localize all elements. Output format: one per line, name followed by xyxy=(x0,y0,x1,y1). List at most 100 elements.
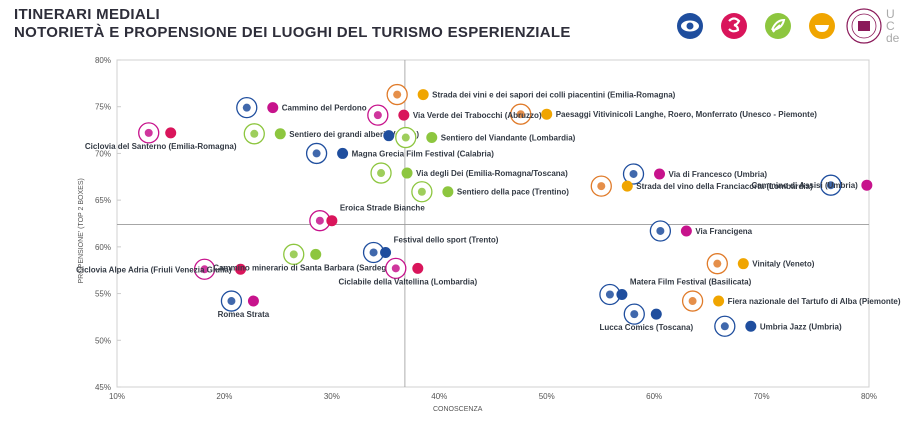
point-badge-inner xyxy=(597,182,606,191)
point-dot[interactable] xyxy=(274,128,286,140)
data-point[interactable]: Vinitaly (Veneto) xyxy=(706,253,815,275)
point-badge-inner xyxy=(393,90,402,99)
x-tick-label: 80% xyxy=(861,392,877,401)
data-point[interactable]: Magna Grecia Film Festival (Calabria) xyxy=(305,142,495,165)
data-point[interactable]: Ciclovia Alpe Adria (Friuli Venezia Giul… xyxy=(76,258,247,280)
point-dot[interactable] xyxy=(417,89,429,101)
data-point[interactable]: Romea Strata xyxy=(218,290,270,319)
y-axis-label: PROPENSIONE' (TOP 2 BOXES) xyxy=(78,178,85,283)
data-label: Festival dello sport (Trento) xyxy=(394,235,499,244)
data-point[interactable] xyxy=(383,130,395,142)
point-badge-inner xyxy=(289,250,298,259)
data-point[interactable]: Strada dei vini e dei sapori dei colli p… xyxy=(386,83,676,106)
point-dot[interactable] xyxy=(680,225,692,237)
point-dot[interactable] xyxy=(621,180,633,192)
data-point[interactable]: Paesaggi Vitivinicoli Langhe, Roero, Mon… xyxy=(510,103,818,125)
point-dot[interactable] xyxy=(861,179,873,191)
data-label: Cammino di Assisi (Umbria) xyxy=(751,181,858,190)
data-point[interactable]: Umbria Jazz (Umbria) xyxy=(714,315,842,337)
page-subtitle: NOTORIETÀ E PROPENSIONE DEI LUOGHI DEL T… xyxy=(14,24,571,41)
data-label: Magna Grecia Film Festival (Calabria) xyxy=(352,149,495,158)
point-dot[interactable] xyxy=(235,263,247,275)
x-tick-label: 20% xyxy=(216,392,232,401)
point-badge-inner xyxy=(401,133,410,142)
point-badge-inner xyxy=(227,297,236,306)
data-point[interactable]: Ciclabile della Valtellina (Lombardia) xyxy=(338,257,477,286)
point-badge-inner xyxy=(373,111,382,120)
point-dot[interactable] xyxy=(401,167,413,179)
data-label: Cammino minerario di Santa Barbara (Sard… xyxy=(213,263,398,272)
y-tick-label: 60% xyxy=(95,243,111,252)
y-tick-label: 80% xyxy=(95,56,111,65)
x-axis-label: CONOSCENZA xyxy=(433,406,483,413)
plot-frame xyxy=(116,59,870,388)
data-label: Cammino del Perdono xyxy=(282,104,367,113)
data-point[interactable]: Lucca Comics (Toscana) xyxy=(599,303,693,332)
logo-text-line1: U xyxy=(886,7,895,21)
data-point[interactable]: Cammino di Assisi (Umbria) xyxy=(751,174,873,196)
data-point[interactable]: Cammino del Perdono xyxy=(236,96,367,119)
data-label: Via Francigena xyxy=(695,227,752,236)
point-dot[interactable] xyxy=(616,289,628,301)
data-label: Fiera nazionale del Tartufo di Alba (Pie… xyxy=(728,297,901,306)
point-dot[interactable] xyxy=(310,248,322,260)
data-point[interactable]: Sentiero della pace (Trentino) xyxy=(411,181,569,203)
point-dot[interactable] xyxy=(326,215,338,227)
y-tick-label: 75% xyxy=(95,103,111,112)
data-label: Vinitaly (Veneto) xyxy=(752,260,814,269)
point-dot[interactable] xyxy=(541,108,553,120)
data-point[interactable]: Via Verde dei Trabocchi (Abruzzo) xyxy=(367,104,542,126)
point-dot[interactable] xyxy=(745,320,757,332)
point-badge-inner xyxy=(720,322,729,331)
data-point[interactable]: Festival dello sport (Trento) xyxy=(362,235,499,264)
university-logo-icon xyxy=(846,8,882,44)
chart-ticks: 45% 50% 55% 60% 65% 70% 75% 80% 10% 20% 30% 40% 50% 6… xyxy=(95,56,877,401)
data-point[interactable]: Via degli Dei (Emilia-Romagna/Toscana) xyxy=(370,162,568,184)
point-dot[interactable] xyxy=(398,109,410,121)
point-dot[interactable] xyxy=(654,168,666,180)
y-tick-label: 70% xyxy=(95,149,111,158)
data-point[interactable]: Via di Francesco (Umbria) xyxy=(622,163,768,185)
point-dot[interactable] xyxy=(650,308,662,320)
data-label: Ciclovia Alpe Adria (Friuli Venezia Giul… xyxy=(76,265,232,274)
data-point[interactable]: Eroica Strade Bianche xyxy=(309,204,425,232)
x-tick-label: 70% xyxy=(754,392,770,401)
point-dot[interactable] xyxy=(165,127,177,139)
data-point[interactable]: Ciclovia del Santerno (Emilia-Romagna) xyxy=(85,122,237,151)
point-dot[interactable] xyxy=(412,262,424,274)
point-dot[interactable] xyxy=(442,186,454,198)
x-tick-label: 10% xyxy=(109,392,125,401)
data-label: Ciclovia del Santerno (Emilia-Romagna) xyxy=(85,142,237,151)
data-point[interactable]: Via Francigena xyxy=(649,220,753,242)
point-badge-inner xyxy=(200,265,209,274)
university-logo-text: U C de xyxy=(886,8,899,44)
logo-text-line3: de xyxy=(886,31,900,45)
point-dot[interactable] xyxy=(426,132,438,144)
y-tick-label: 45% xyxy=(95,383,111,392)
point-dot[interactable] xyxy=(247,295,259,307)
point-dot[interactable] xyxy=(737,258,749,270)
data-label: Sentiero della pace (Trentino) xyxy=(457,188,569,197)
data-label: Via Verde dei Trabocchi (Abruzzo) xyxy=(413,111,542,120)
point-badge-inner xyxy=(391,264,400,273)
x-tick-label: 50% xyxy=(539,392,555,401)
point-dot[interactable] xyxy=(337,147,349,159)
x-tick-label: 30% xyxy=(324,392,340,401)
point-dot[interactable] xyxy=(383,130,395,142)
point-badge-inner xyxy=(369,248,378,257)
data-point[interactable]: Strada del vino della Franciacorta (Lomb… xyxy=(590,175,813,197)
point-badge-inner xyxy=(242,103,251,112)
data-point[interactable]: Sentiero dei grandi alberi (Veneto) xyxy=(243,123,419,145)
data-point[interactable]: Matera Film Festival (Basilicata) xyxy=(599,278,752,306)
data-point[interactable]: Cammino minerario di Santa Barbara (Sard… xyxy=(213,243,399,272)
point-dot[interactable] xyxy=(380,246,392,258)
point-badge-inner xyxy=(605,290,614,299)
food-icon xyxy=(809,13,835,39)
y-tick-label: 50% xyxy=(95,336,111,345)
data-point[interactable]: Sentiero del Viandante (Lombardia) xyxy=(395,126,576,149)
data-point[interactable]: Fiera nazionale del Tartufo di Alba (Pie… xyxy=(681,290,901,312)
point-dot[interactable] xyxy=(267,102,279,114)
chart-grid xyxy=(116,59,870,388)
data-label: Lucca Comics (Toscana) xyxy=(599,323,693,332)
point-dot[interactable] xyxy=(713,295,725,307)
